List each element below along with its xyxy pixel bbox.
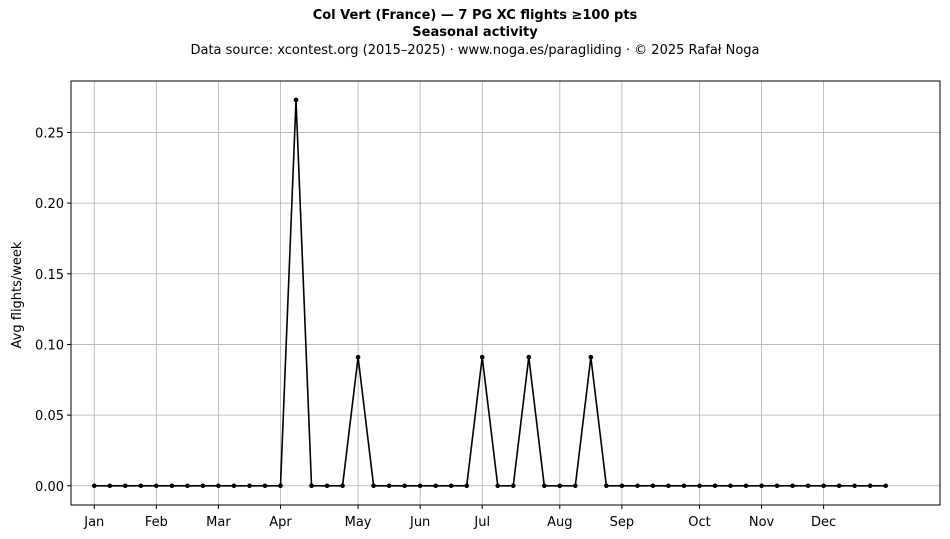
x-tick-label: Jul [473,515,490,530]
data-point [200,483,206,489]
data-point [324,483,330,489]
data-point [231,483,237,489]
data-point [867,483,873,489]
x-tick-label: Aug [547,515,572,530]
data-point [697,483,702,489]
data-point [619,483,625,489]
x-tick-label: Jun [409,515,430,530]
data-point [293,97,299,103]
data-point [107,483,113,489]
data-point [759,483,764,489]
data-point [557,483,563,489]
data-point [123,483,128,489]
data-point [712,483,718,489]
data-point [402,483,407,489]
y-tick-label: 0.10 [35,338,64,353]
data-point [836,483,842,489]
data-point [355,354,361,360]
y-tick-label: 0.25 [35,126,64,141]
data-point [433,483,438,489]
chart-title: Col Vert (France) — 7 PG XC flights ≥100… [312,8,638,23]
x-tick-label: Sep [610,515,635,530]
data-point [852,483,857,489]
data-point [743,483,749,489]
x-tick-label: Mar [206,515,231,530]
data-point [650,483,656,489]
y-tick-label: 0.15 [35,268,64,283]
x-tick-label: Oct [688,515,710,530]
data-point [541,483,547,489]
x-tick-label: Nov [749,515,775,530]
data-point [185,483,190,489]
data-point [91,483,97,489]
data-point [479,354,485,360]
data-point [604,483,609,489]
x-tick-label: Jan [83,515,104,530]
x-tick-label: May [345,515,372,530]
y-tick-label: 0.05 [35,409,64,424]
data-point [666,483,671,489]
data-point [309,483,314,489]
data-point [278,483,283,489]
data-point [216,483,221,489]
data-point [138,483,144,489]
x-tick-label: Apr [269,515,292,530]
data-point [728,483,733,489]
data-point [154,483,159,489]
y-tick-label: 0.20 [35,197,64,212]
data-point [495,483,501,489]
chart-source-line: Data source: xcontest.org (2015–2025) · … [190,43,760,58]
data-point [448,483,454,489]
data-point [386,483,392,489]
chart-subtitle: Seasonal activity [412,25,538,40]
data-point [588,354,594,360]
data-point [262,483,268,489]
axes: Jan Feb Mar Apr May Jun Jul Aug Sep Oct Nov Dec 0.00… [35,80,941,530]
data-point [573,483,578,489]
data-point [510,483,516,489]
data-point [340,483,345,489]
grid [71,81,940,505]
x-tick-label: Dec [811,515,836,530]
data-point [247,483,252,489]
series-line [94,99,886,487]
data-point [526,354,532,360]
data-point [417,483,423,489]
data-point [790,483,795,489]
data-point [371,483,376,489]
y-axis-label: Avg flights/week [10,241,25,348]
data-point [774,483,780,489]
data-point [805,483,811,489]
x-tick-label: Feb [145,515,168,530]
y-tick-label: 0.00 [35,480,64,495]
data-point [883,483,888,489]
data-point [464,483,470,489]
data-point [821,483,826,489]
series-layer [91,97,888,489]
plot-frame [70,80,941,506]
data-point [635,483,640,489]
data-point [681,483,687,489]
data-point [169,483,175,489]
